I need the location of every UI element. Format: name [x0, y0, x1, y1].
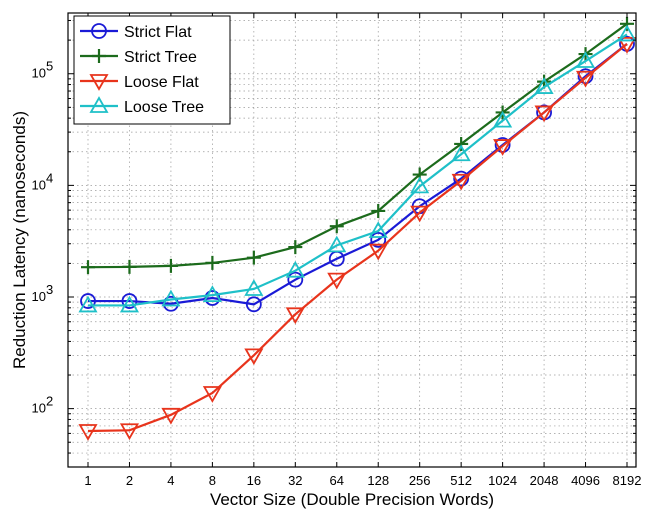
ticks [68, 13, 636, 468]
y-tick-label: 10 [32, 289, 46, 304]
data-point-loose-flat [368, 243, 388, 261]
data-point-loose-flat [575, 70, 596, 88]
legend-marker-strict-tree [92, 49, 106, 63]
data-point-loose-tree [617, 24, 637, 42]
data-point-strict-tree [288, 240, 303, 255]
data-point-loose-tree [410, 176, 430, 194]
x-tick-label: 32 [288, 473, 302, 488]
data-point-loose-flat [617, 37, 637, 54]
legend: Strict Flat Strict Tree Loose Flat Loose Tr… [73, 15, 231, 125]
data-point-loose-tree [244, 279, 264, 296]
data-point-strict-tree [371, 203, 386, 218]
data-point-strict-tree [163, 258, 178, 273]
data-point-loose-flat [410, 205, 430, 223]
plot-frame [67, 12, 637, 468]
data-point-loose-flat [244, 348, 264, 366]
data-point-loose-tree [327, 235, 347, 253]
legend-label-loose-tree: Loose Tree [124, 99, 204, 116]
x-tick-label: 256 [409, 473, 431, 488]
data-point-loose-tree [451, 144, 471, 162]
series-layer [78, 16, 637, 441]
x-tick-label: 8 [209, 473, 216, 488]
data-point-strict-flat [245, 296, 262, 313]
data-point-strict-flat [80, 293, 96, 309]
legend-label-loose-flat: Loose Flat [124, 74, 199, 91]
series-loose-tree [78, 24, 637, 313]
x-axis-label: Vector Size (Double Precision Words) [210, 490, 494, 509]
series-strict-tree [81, 16, 634, 275]
y-tick-exponent: 2 [46, 394, 53, 409]
legend-label-strict-tree: Strict Tree [124, 49, 197, 66]
data-point-loose-tree [161, 289, 181, 307]
data-point-loose-flat [78, 424, 98, 441]
data-point-loose-flat [161, 407, 181, 425]
data-point-strict-flat [577, 68, 594, 85]
x-tick-label: 4 [167, 473, 174, 488]
x-tick-label: 8192 [613, 473, 642, 488]
data-point-strict-flat [453, 170, 470, 187]
legend-marker-strict-flat [91, 23, 107, 39]
data-point-loose-tree [285, 260, 305, 278]
x-tick-label: 4096 [571, 473, 600, 488]
data-point-strict-flat [494, 137, 511, 153]
data-point-loose-flat [202, 386, 222, 403]
y-tick-label: 10 [32, 177, 46, 192]
data-point-strict-flat [121, 293, 138, 309]
y-tick-label: 10 [32, 401, 46, 416]
x-tick-label: 16 [247, 473, 261, 488]
data-point-loose-tree [534, 77, 554, 94]
x-tick-label: 64 [330, 473, 344, 488]
data-point-strict-flat [370, 231, 387, 248]
data-point-strict-tree [620, 16, 634, 31]
x-tick-label: 1024 [488, 473, 517, 488]
legend-label-strict-flat: Strict Flat [124, 24, 192, 41]
data-point-loose-tree [78, 295, 98, 313]
data-point-strict-tree [246, 250, 261, 265]
data-point-loose-tree [368, 221, 388, 238]
data-point-loose-tree [202, 285, 222, 302]
data-point-loose-flat [119, 423, 140, 441]
data-point-strict-tree [329, 219, 344, 234]
y-axis-label: Reduction Latency (nanoseconds) [10, 111, 29, 369]
legend-marker-loose-tree [89, 96, 109, 113]
data-point-loose-flat [285, 307, 305, 325]
data-point-loose-tree [493, 110, 513, 128]
data-point-loose-flat [493, 139, 513, 156]
data-point-strict-flat [287, 271, 304, 288]
y-tick-exponent: 3 [46, 282, 53, 297]
legend-marker-loose-flat [89, 74, 109, 91]
x-tick-label: 1 [84, 473, 91, 488]
data-point-strict-tree [122, 259, 137, 274]
y-tick-label: 10 [32, 66, 46, 81]
x-tick-labels: 1 2 4 8 16 32 64 128 256 512 1024 2048 4096 8192 [84, 473, 641, 488]
data-point-loose-tree [119, 295, 140, 313]
data-point-strict-tree [81, 260, 95, 275]
y-tick-exponent: 4 [46, 170, 53, 185]
data-point-loose-tree [575, 51, 596, 68]
data-point-strict-tree [205, 255, 220, 270]
x-tick-label: 2048 [530, 473, 559, 488]
series-loose-flat [78, 37, 637, 441]
data-point-loose-flat [327, 272, 347, 290]
x-tick-label: 512 [450, 473, 472, 488]
x-tick-label: 2 [126, 473, 133, 488]
data-point-loose-flat [534, 105, 554, 123]
data-point-loose-flat [451, 173, 471, 191]
y-tick-exponent: 5 [46, 59, 53, 74]
x-tick-label: 128 [367, 473, 389, 488]
data-point-strict-tree [454, 136, 469, 151]
